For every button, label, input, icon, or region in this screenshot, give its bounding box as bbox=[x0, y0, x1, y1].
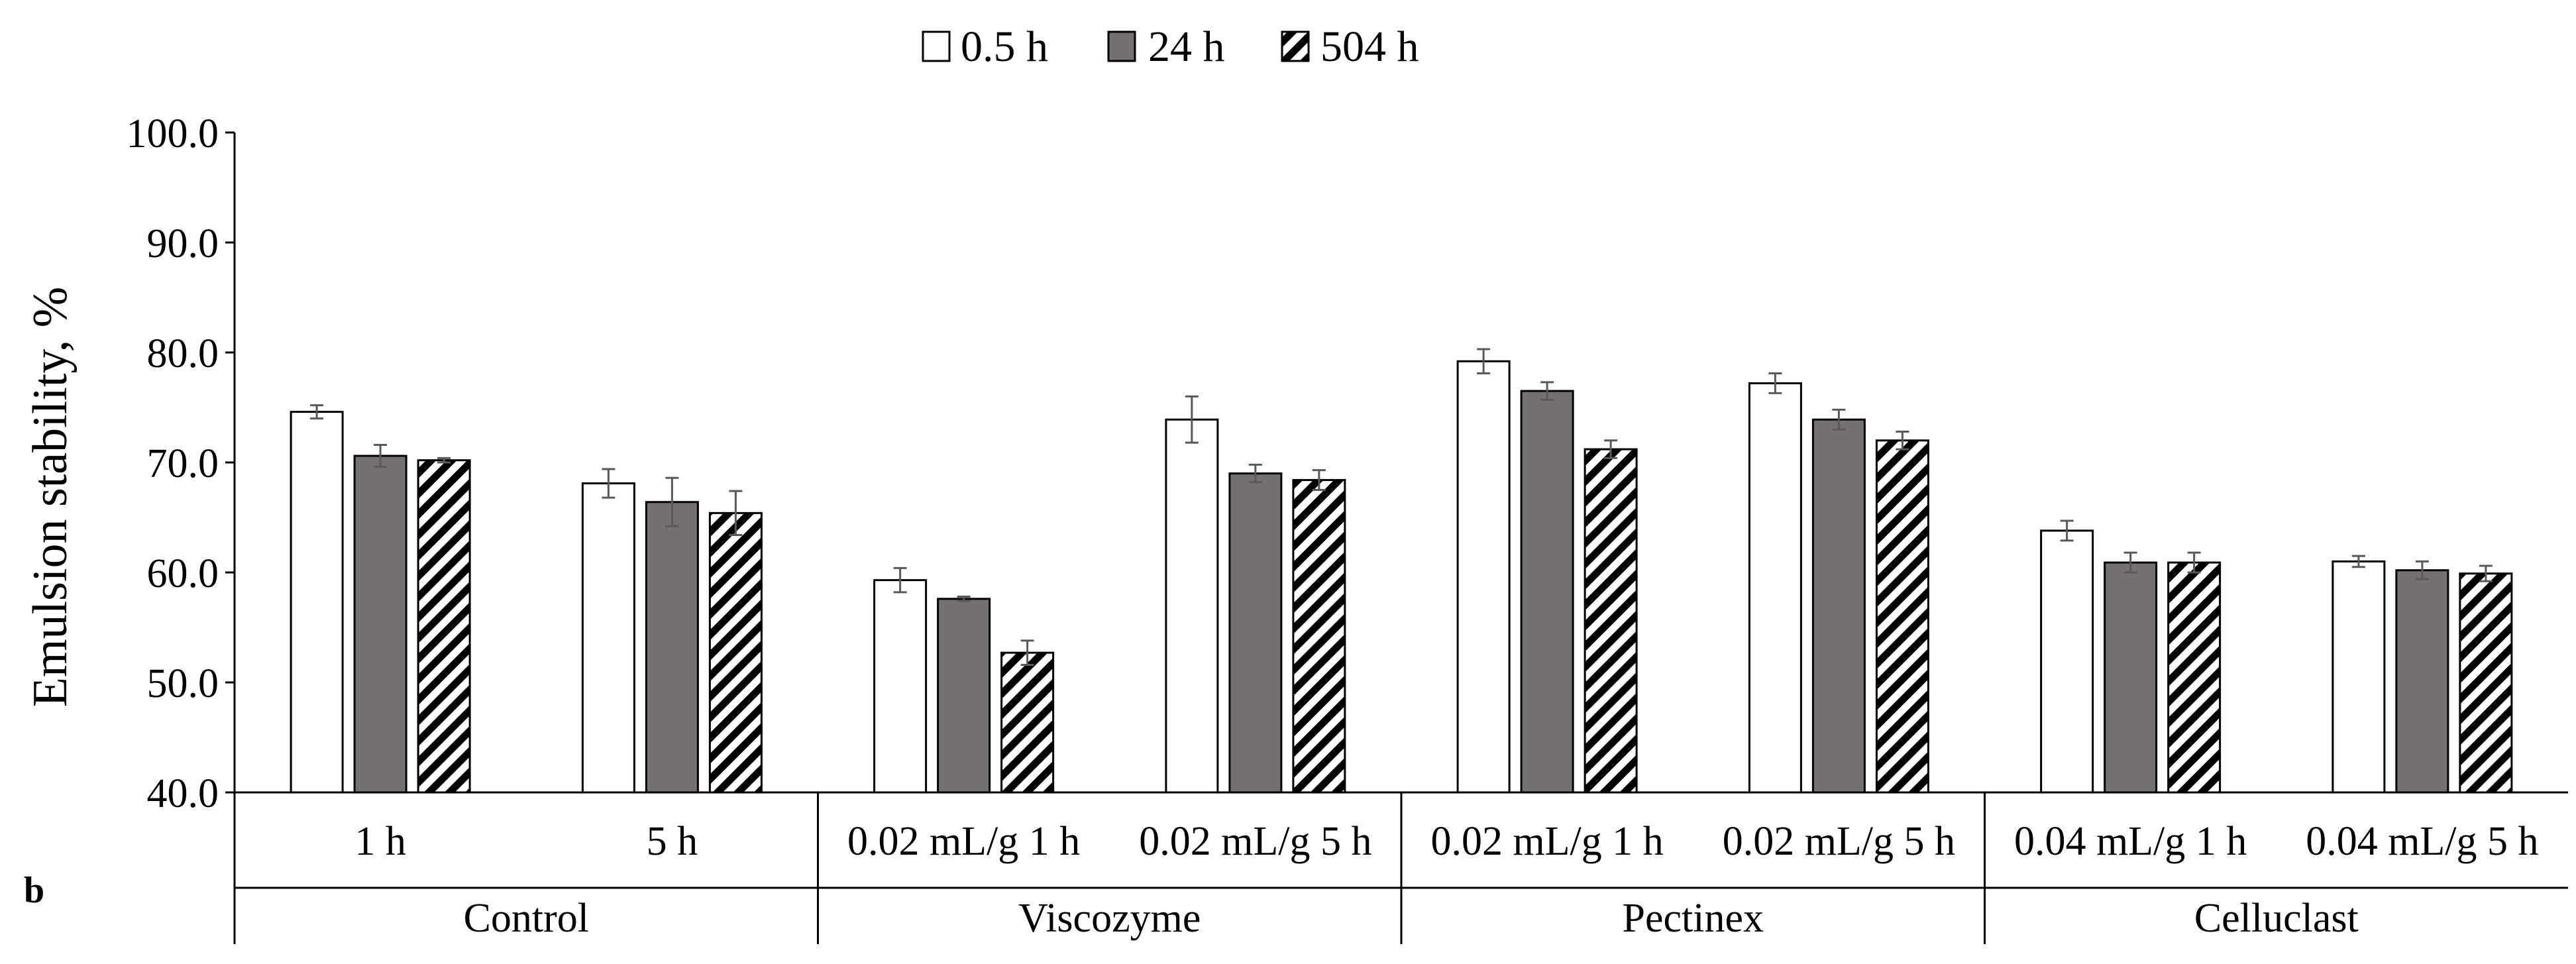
bar-504h-cat0 bbox=[417, 459, 471, 794]
error-bars bbox=[310, 348, 2493, 666]
y-tick-label: 60.0 bbox=[147, 551, 219, 596]
y-tick-label: 70.0 bbox=[147, 441, 219, 486]
group-label-pectinex: Pectinex bbox=[1623, 896, 1764, 941]
bar-0.5h-cat0 bbox=[290, 411, 344, 794]
bar-504h-cat5 bbox=[1875, 439, 1929, 794]
bar-24h-cat3 bbox=[1228, 472, 1283, 794]
bar-504h-cat3 bbox=[1292, 479, 1346, 794]
legend-item-24h: 24 h bbox=[1107, 23, 1225, 71]
y-tick-label: 100.0 bbox=[127, 111, 219, 156]
bar-24h-cat0 bbox=[353, 455, 407, 794]
bar-504h-cat4 bbox=[1583, 448, 1638, 794]
y-tick-label: 40.0 bbox=[147, 771, 219, 816]
legend-item-0.5h: 0.5 h bbox=[922, 23, 1048, 71]
y-tick-label: 80.0 bbox=[147, 331, 219, 376]
bar-24h-cat4 bbox=[1520, 390, 1574, 794]
bar-0.5h-cat7 bbox=[2332, 560, 2386, 794]
bar-0.5h-cat5 bbox=[1748, 382, 1802, 794]
legend-swatch-filled bbox=[1107, 30, 1136, 62]
bar-504h-cat2 bbox=[1000, 651, 1055, 794]
bar-0.5h-cat6 bbox=[2040, 529, 2094, 794]
y-axis-ticks: 40.0 50.0 60.0 70.0 80.0 90.0 100.0 bbox=[127, 111, 235, 816]
bar-0.5h-cat4 bbox=[1456, 360, 1511, 794]
bar-24h-cat1 bbox=[645, 501, 699, 794]
bar-0.5h-cat2 bbox=[873, 579, 928, 794]
y-axis-label: Emulsion stability, % bbox=[23, 287, 78, 707]
bar-504h-cat6 bbox=[2167, 561, 2222, 794]
x-category-label: 0.02 mL/g 5 h bbox=[1139, 819, 1371, 864]
legend-item-504h: 504 h bbox=[1281, 23, 1419, 71]
x-category-label: 0.04 mL/g 5 h bbox=[2306, 819, 2538, 864]
bar-24h-cat7 bbox=[2395, 569, 2449, 794]
y-tick-label: 90.0 bbox=[147, 221, 219, 266]
bar-0.5h-cat3 bbox=[1165, 418, 1219, 794]
x-category-label: 0.02 mL/g 1 h bbox=[1430, 819, 1663, 864]
x-category-label: 1 h bbox=[354, 819, 406, 864]
x-category-label: 0.04 mL/g 1 h bbox=[2014, 819, 2247, 864]
bar-504h-cat7 bbox=[2459, 572, 2513, 794]
legend-swatch-hatched bbox=[1281, 30, 1310, 62]
bar-24h-cat2 bbox=[937, 598, 991, 794]
legend-label-24h: 24 h bbox=[1148, 23, 1225, 71]
axes bbox=[233, 133, 2568, 944]
legend-swatch-open bbox=[922, 30, 951, 62]
legend-label-504h: 504 h bbox=[1320, 23, 1419, 71]
legend: 0.5 h 24 h 504 h bbox=[922, 23, 1419, 71]
bar-24h-cat5 bbox=[1811, 418, 1866, 794]
bars bbox=[290, 360, 2513, 794]
x-category-label: 0.02 mL/g 1 h bbox=[847, 819, 1080, 864]
group-label-viscozyme: Viscozyme bbox=[1018, 896, 1201, 941]
x-axis-group-labels: Control Viscozyme Pectinex Celluclast bbox=[464, 896, 2359, 941]
bar-0.5h-cat1 bbox=[581, 482, 635, 794]
x-category-label: 5 h bbox=[647, 819, 698, 864]
group-label-celluclast: Celluclast bbox=[2194, 896, 2359, 941]
bar-24h-cat6 bbox=[2104, 561, 2158, 794]
x-axis-category-labels: 1 h 5 h 0.02 mL/g 1 h 0.02 mL/g 5 h 0.02 mL/… bbox=[354, 819, 2538, 864]
panel-label: b bbox=[24, 870, 44, 911]
y-tick-label: 50.0 bbox=[147, 661, 219, 706]
bar-504h-cat1 bbox=[708, 511, 763, 794]
legend-label-0.5h: 0.5 h bbox=[961, 23, 1048, 71]
x-category-label: 0.02 mL/g 5 h bbox=[1723, 819, 1955, 864]
group-label-control: Control bbox=[464, 896, 589, 941]
